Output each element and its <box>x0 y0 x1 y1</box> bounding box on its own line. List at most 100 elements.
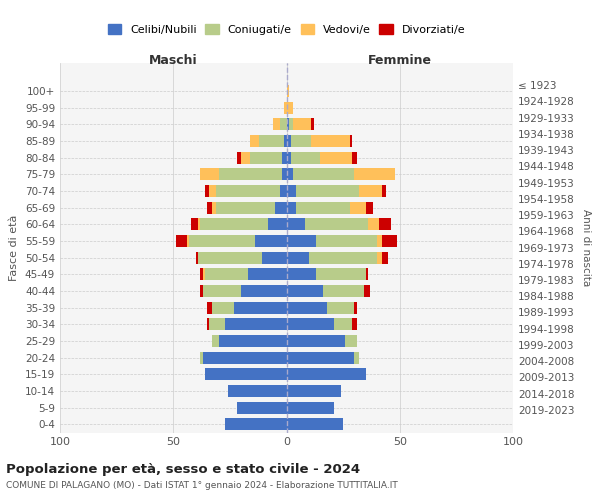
Bar <box>355 352 359 364</box>
Bar <box>241 285 287 297</box>
Bar <box>280 118 287 130</box>
Bar <box>305 218 368 230</box>
Bar <box>352 152 357 164</box>
Bar <box>191 218 198 230</box>
Bar <box>327 302 355 314</box>
Bar <box>282 168 287 180</box>
Bar <box>316 268 366 280</box>
Bar <box>287 252 309 264</box>
Bar <box>248 268 287 280</box>
Bar <box>284 135 287 147</box>
Bar <box>382 252 388 264</box>
Bar <box>198 218 200 230</box>
Bar <box>250 152 282 164</box>
Bar <box>212 302 235 314</box>
Bar <box>216 202 275 213</box>
Bar <box>287 318 334 330</box>
Bar <box>287 368 366 380</box>
Bar <box>207 202 212 213</box>
Bar <box>316 235 377 247</box>
Bar <box>323 285 364 297</box>
Bar <box>287 418 343 430</box>
Bar <box>273 118 280 130</box>
Bar <box>226 418 287 430</box>
Bar <box>200 352 203 364</box>
Bar <box>287 202 296 213</box>
Bar <box>205 185 209 197</box>
Legend: Celibi/Nubili, Coniugati/e, Vedovi/e, Divorziati/e: Celibi/Nubili, Coniugati/e, Vedovi/e, Di… <box>103 20 470 40</box>
Bar <box>287 235 316 247</box>
Bar <box>200 285 203 297</box>
Bar <box>227 385 287 397</box>
Bar <box>205 268 248 280</box>
Bar <box>287 85 289 97</box>
Bar <box>287 152 291 164</box>
Bar <box>296 185 359 197</box>
Bar <box>196 252 198 264</box>
Bar <box>255 235 287 247</box>
Bar <box>282 152 287 164</box>
Bar <box>200 168 218 180</box>
Bar <box>350 202 366 213</box>
Bar <box>203 285 241 297</box>
Bar <box>218 335 287 347</box>
Bar <box>355 302 357 314</box>
Bar <box>364 285 370 297</box>
Bar <box>287 385 341 397</box>
Bar <box>334 318 352 330</box>
Bar <box>368 218 379 230</box>
Bar <box>379 218 391 230</box>
Bar <box>218 168 282 180</box>
Bar <box>187 235 189 247</box>
Bar <box>236 402 287 413</box>
Bar <box>287 168 293 180</box>
Bar <box>212 202 216 213</box>
Text: Femmine: Femmine <box>368 54 432 68</box>
Bar <box>287 185 296 197</box>
Bar <box>287 102 293 114</box>
Bar <box>382 185 386 197</box>
Bar <box>259 135 284 147</box>
Bar <box>320 152 352 164</box>
Bar <box>212 335 218 347</box>
Bar <box>382 235 397 247</box>
Bar <box>377 252 382 264</box>
Bar <box>236 152 241 164</box>
Bar <box>250 135 259 147</box>
Bar <box>216 185 280 197</box>
Bar <box>287 218 305 230</box>
Bar <box>287 285 323 297</box>
Bar <box>268 218 287 230</box>
Bar <box>352 318 357 330</box>
Bar <box>350 135 352 147</box>
Bar <box>311 118 314 130</box>
Bar <box>293 168 355 180</box>
Bar <box>296 202 350 213</box>
Bar <box>309 252 377 264</box>
Bar <box>280 185 287 197</box>
Bar <box>346 335 357 347</box>
Bar <box>291 135 311 147</box>
Bar <box>207 302 212 314</box>
Bar <box>291 152 320 164</box>
Bar <box>287 302 327 314</box>
Bar <box>311 135 350 147</box>
Text: Maschi: Maschi <box>149 54 197 68</box>
Bar <box>289 118 293 130</box>
Bar <box>205 368 287 380</box>
Bar <box>284 102 287 114</box>
Bar <box>293 118 311 130</box>
Bar <box>207 318 209 330</box>
Bar <box>287 352 355 364</box>
Bar <box>262 252 287 264</box>
Bar <box>189 235 255 247</box>
Text: COMUNE DI PALAGANO (MO) - Dati ISTAT 1° gennaio 2024 - Elaborazione TUTTITALIA.I: COMUNE DI PALAGANO (MO) - Dati ISTAT 1° … <box>6 481 398 490</box>
Bar <box>200 268 203 280</box>
Bar <box>203 268 205 280</box>
Bar <box>287 135 291 147</box>
Bar <box>198 252 262 264</box>
Bar <box>366 202 373 213</box>
Bar <box>200 218 268 230</box>
Y-axis label: Fasce di età: Fasce di età <box>10 214 19 280</box>
Bar <box>235 302 287 314</box>
